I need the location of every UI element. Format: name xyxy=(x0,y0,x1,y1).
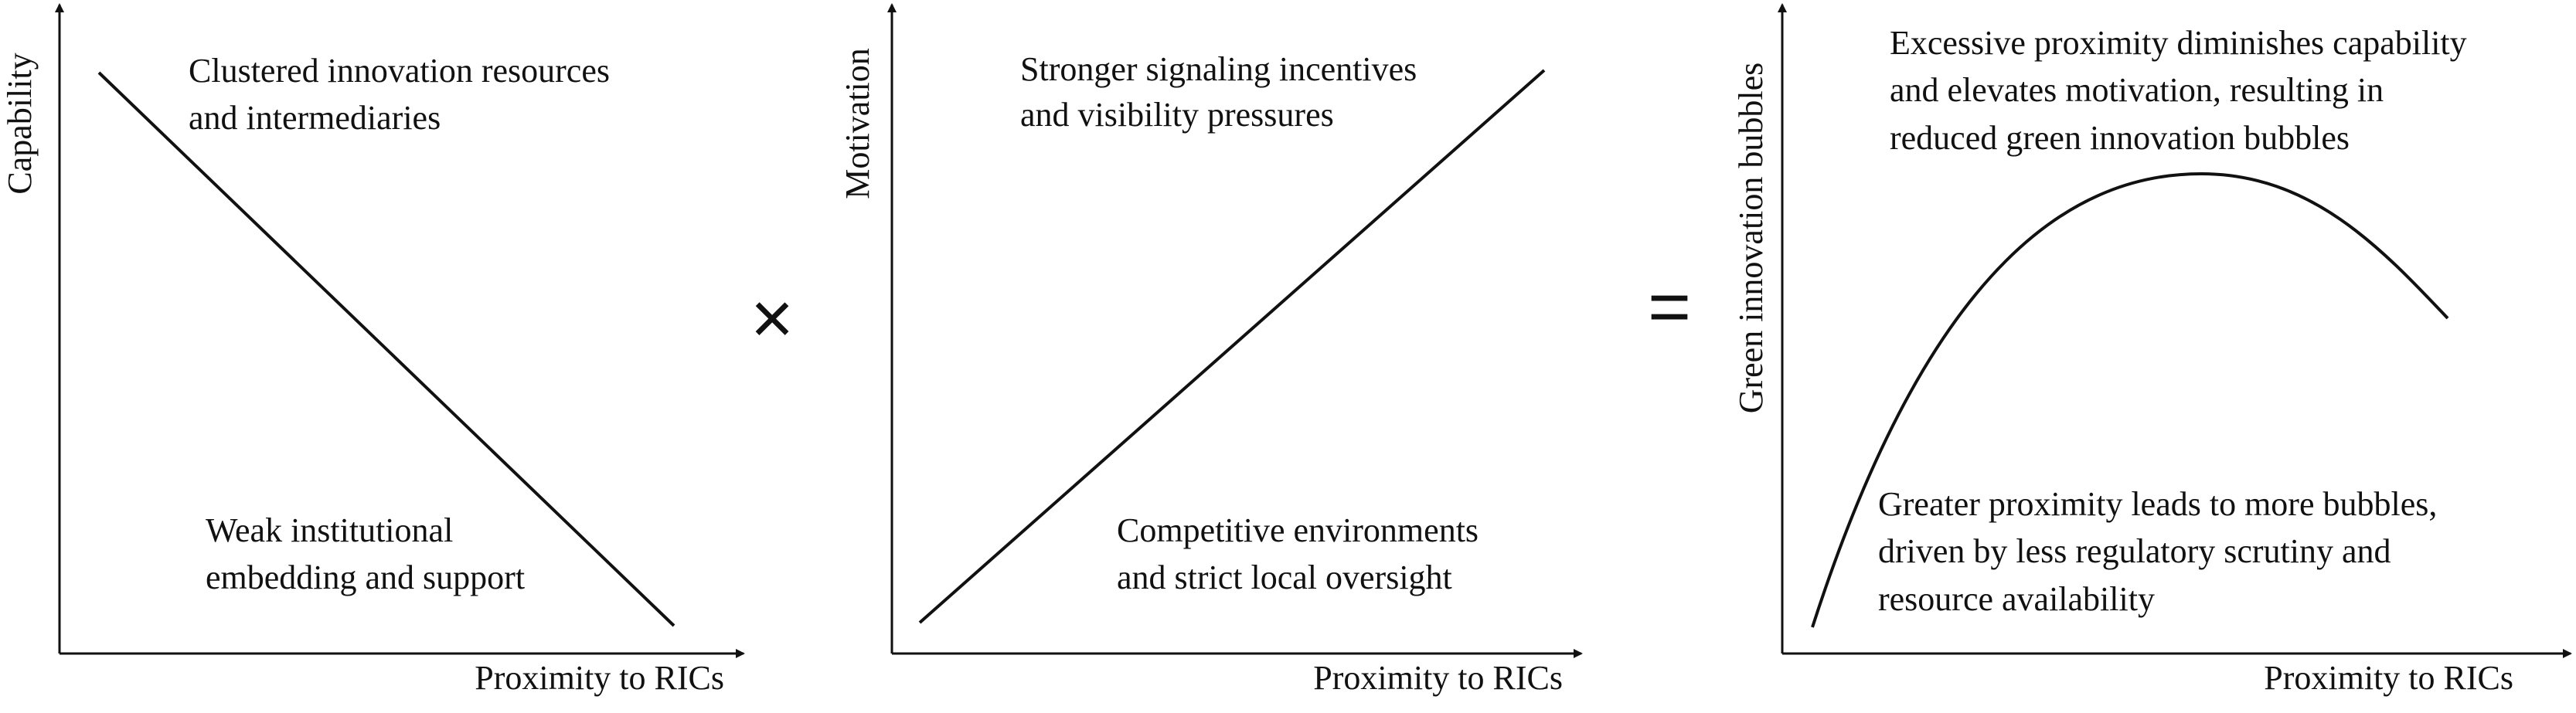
axes xyxy=(55,3,2572,658)
annotation: and visibility pressures xyxy=(1020,96,1334,134)
annotation: resource availability xyxy=(1878,580,2155,618)
operator: × xyxy=(750,277,794,359)
annotation: Stronger signaling incentives xyxy=(1020,50,1417,88)
annotation: and strict local oversight xyxy=(1117,559,1452,596)
annotation: reduced green innovation bubbles xyxy=(1890,119,2350,157)
operator: = xyxy=(1648,265,1691,348)
y-label: Green innovation bubbles xyxy=(1732,63,1770,414)
annotation: driven by less regulatory scrutiny and xyxy=(1878,532,2391,570)
x-label: Proximity to RICs xyxy=(1313,659,1563,697)
annotation: Greater proximity leads to more bubbles, xyxy=(1878,485,2437,523)
inverted-u-curve xyxy=(1811,171,2449,628)
curves xyxy=(97,69,2449,628)
annotation: Competitive environments xyxy=(1117,511,1479,549)
annotation: Clustered innovation resources xyxy=(189,52,610,90)
annotation: embedding and support xyxy=(206,559,525,596)
annotation: Weak institutional xyxy=(206,511,453,549)
y-label: Motivation xyxy=(839,48,876,199)
increasing-line xyxy=(918,69,1546,624)
annotation: Excessive proximity diminishes capabilit… xyxy=(1890,24,2467,62)
x-label: Proximity to RICs xyxy=(475,659,724,697)
annotation: and intermediaries xyxy=(189,99,441,137)
y-label: Capability xyxy=(1,53,39,194)
x-label: Proximity to RICs xyxy=(2264,659,2513,697)
decreasing-line xyxy=(97,71,675,627)
annotation: and elevates motivation, resulting in xyxy=(1890,71,2384,109)
